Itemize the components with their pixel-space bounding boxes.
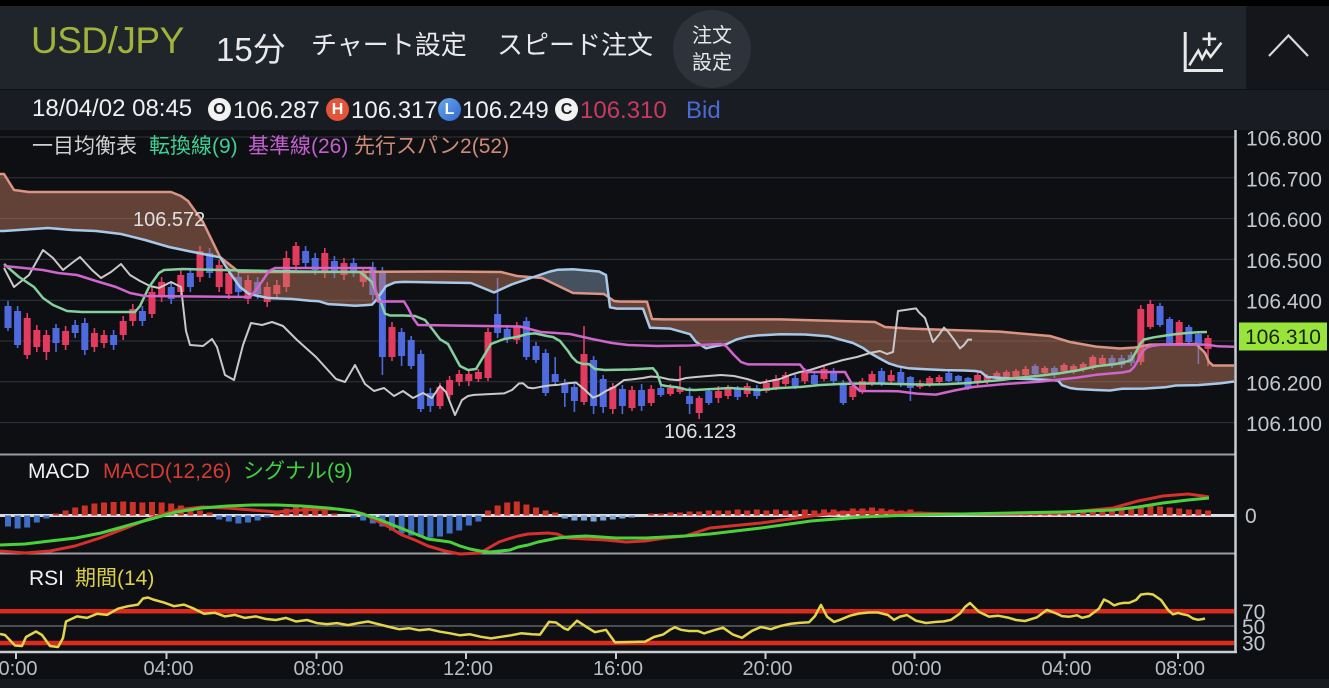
svg-text:MACD(12,26): MACD(12,26) (103, 460, 231, 483)
svg-text:20:00: 20:00 (742, 658, 792, 680)
svg-text:106.800: 106.800 (1246, 128, 1322, 151)
svg-text:シグナル(9): シグナル(9) (243, 460, 353, 483)
svg-text:16:00: 16:00 (593, 658, 643, 680)
svg-text:期間(14): 期間(14) (75, 567, 154, 590)
svg-text:30: 30 (1242, 633, 1265, 656)
svg-text:RSI: RSI (29, 567, 64, 590)
svg-text:00:00: 00:00 (891, 658, 941, 680)
svg-text:70: 70 (1242, 601, 1265, 624)
svg-text:先行スパン2(52): 先行スパン2(52) (354, 135, 509, 158)
svg-text:04:00: 04:00 (143, 658, 193, 680)
svg-text:106.700: 106.700 (1246, 168, 1322, 191)
svg-text:106.123: 106.123 (664, 421, 736, 443)
svg-text:08:00: 08:00 (293, 658, 343, 680)
svg-text:転換線(9): 転換線(9) (149, 135, 238, 158)
svg-text:106.500: 106.500 (1246, 250, 1322, 273)
svg-text:106.572: 106.572 (133, 209, 205, 231)
svg-text:106.310: 106.310 (1245, 326, 1321, 349)
svg-text:106.200: 106.200 (1246, 372, 1322, 395)
svg-text:一目均衡表: 一目均衡表 (32, 135, 137, 158)
svg-text:04:00: 04:00 (1041, 658, 1091, 680)
svg-text:0: 0 (1245, 505, 1257, 528)
svg-text:106.100: 106.100 (1246, 413, 1322, 436)
svg-text:基準線(26): 基準線(26) (248, 135, 348, 158)
svg-text:08:00: 08:00 (1155, 658, 1205, 680)
svg-text:106.400: 106.400 (1246, 291, 1322, 314)
svg-text:12:00: 12:00 (443, 658, 493, 680)
svg-text:MACD: MACD (28, 460, 90, 483)
svg-text:0:00: 0:00 (0, 658, 37, 680)
svg-text:50: 50 (1242, 616, 1265, 639)
svg-text:106.600: 106.600 (1246, 209, 1322, 232)
